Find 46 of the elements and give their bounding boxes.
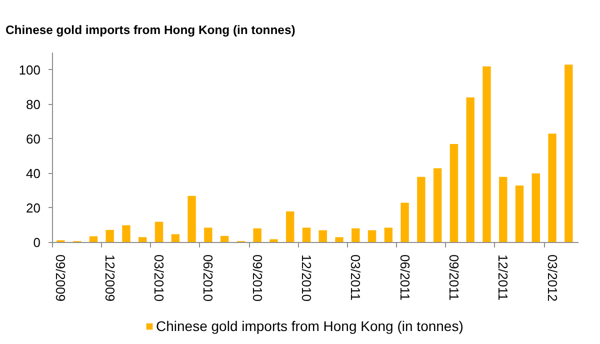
bar [548, 134, 556, 242]
bar [417, 176, 426, 242]
bar [433, 168, 442, 242]
x-tick-label: 09/2010 [250, 254, 265, 302]
x-tick-label: 06/2011 [397, 254, 412, 301]
x-tick-label: 03/2010 [152, 254, 167, 302]
bar [270, 239, 278, 242]
bar [450, 144, 458, 242]
x-tick-label: 12/2010 [298, 254, 314, 302]
bar [204, 228, 212, 242]
y-tick-label: 20 [26, 200, 41, 216]
bar [318, 230, 327, 242]
bar [368, 230, 376, 242]
x-tick-label: 03/2012 [544, 254, 560, 302]
x-tick-label: 06/2010 [200, 254, 216, 302]
bar [384, 228, 393, 242]
bar [188, 196, 196, 242]
bar [106, 230, 114, 242]
x-tick-label: 12/2009 [102, 254, 118, 302]
legend-label: Chinese gold imports from Hong Kong (in tonnes) [156, 318, 464, 334]
x-tick-label: 09/2011 [446, 254, 462, 301]
bar [286, 211, 294, 242]
x-tick-label: 03/2011 [348, 254, 364, 301]
bar [335, 237, 344, 242]
bar [253, 228, 262, 242]
bar [466, 97, 474, 242]
bar [154, 222, 164, 242]
bar [499, 176, 508, 242]
bar [515, 186, 524, 242]
bar [302, 228, 311, 242]
x-tick-label: 12/2011 [496, 254, 511, 301]
y-tick-label: 80 [26, 96, 41, 112]
bar [532, 173, 540, 242]
bar [138, 237, 147, 242]
y-tick-label: 100 [18, 62, 41, 78]
chart-title: Chinese gold imports from Hong Kong (in tonnes) [6, 23, 296, 37]
bar [122, 225, 130, 242]
bar [171, 234, 180, 242]
y-tick-label: 60 [26, 131, 41, 146]
bar [482, 66, 491, 242]
x-tick-label: 09/2009 [53, 254, 68, 302]
bar [400, 202, 409, 242]
bar [352, 228, 360, 242]
y-tick-label: 0 [33, 235, 41, 250]
y-tick-label: 40 [26, 166, 41, 181]
bar [564, 64, 573, 242]
